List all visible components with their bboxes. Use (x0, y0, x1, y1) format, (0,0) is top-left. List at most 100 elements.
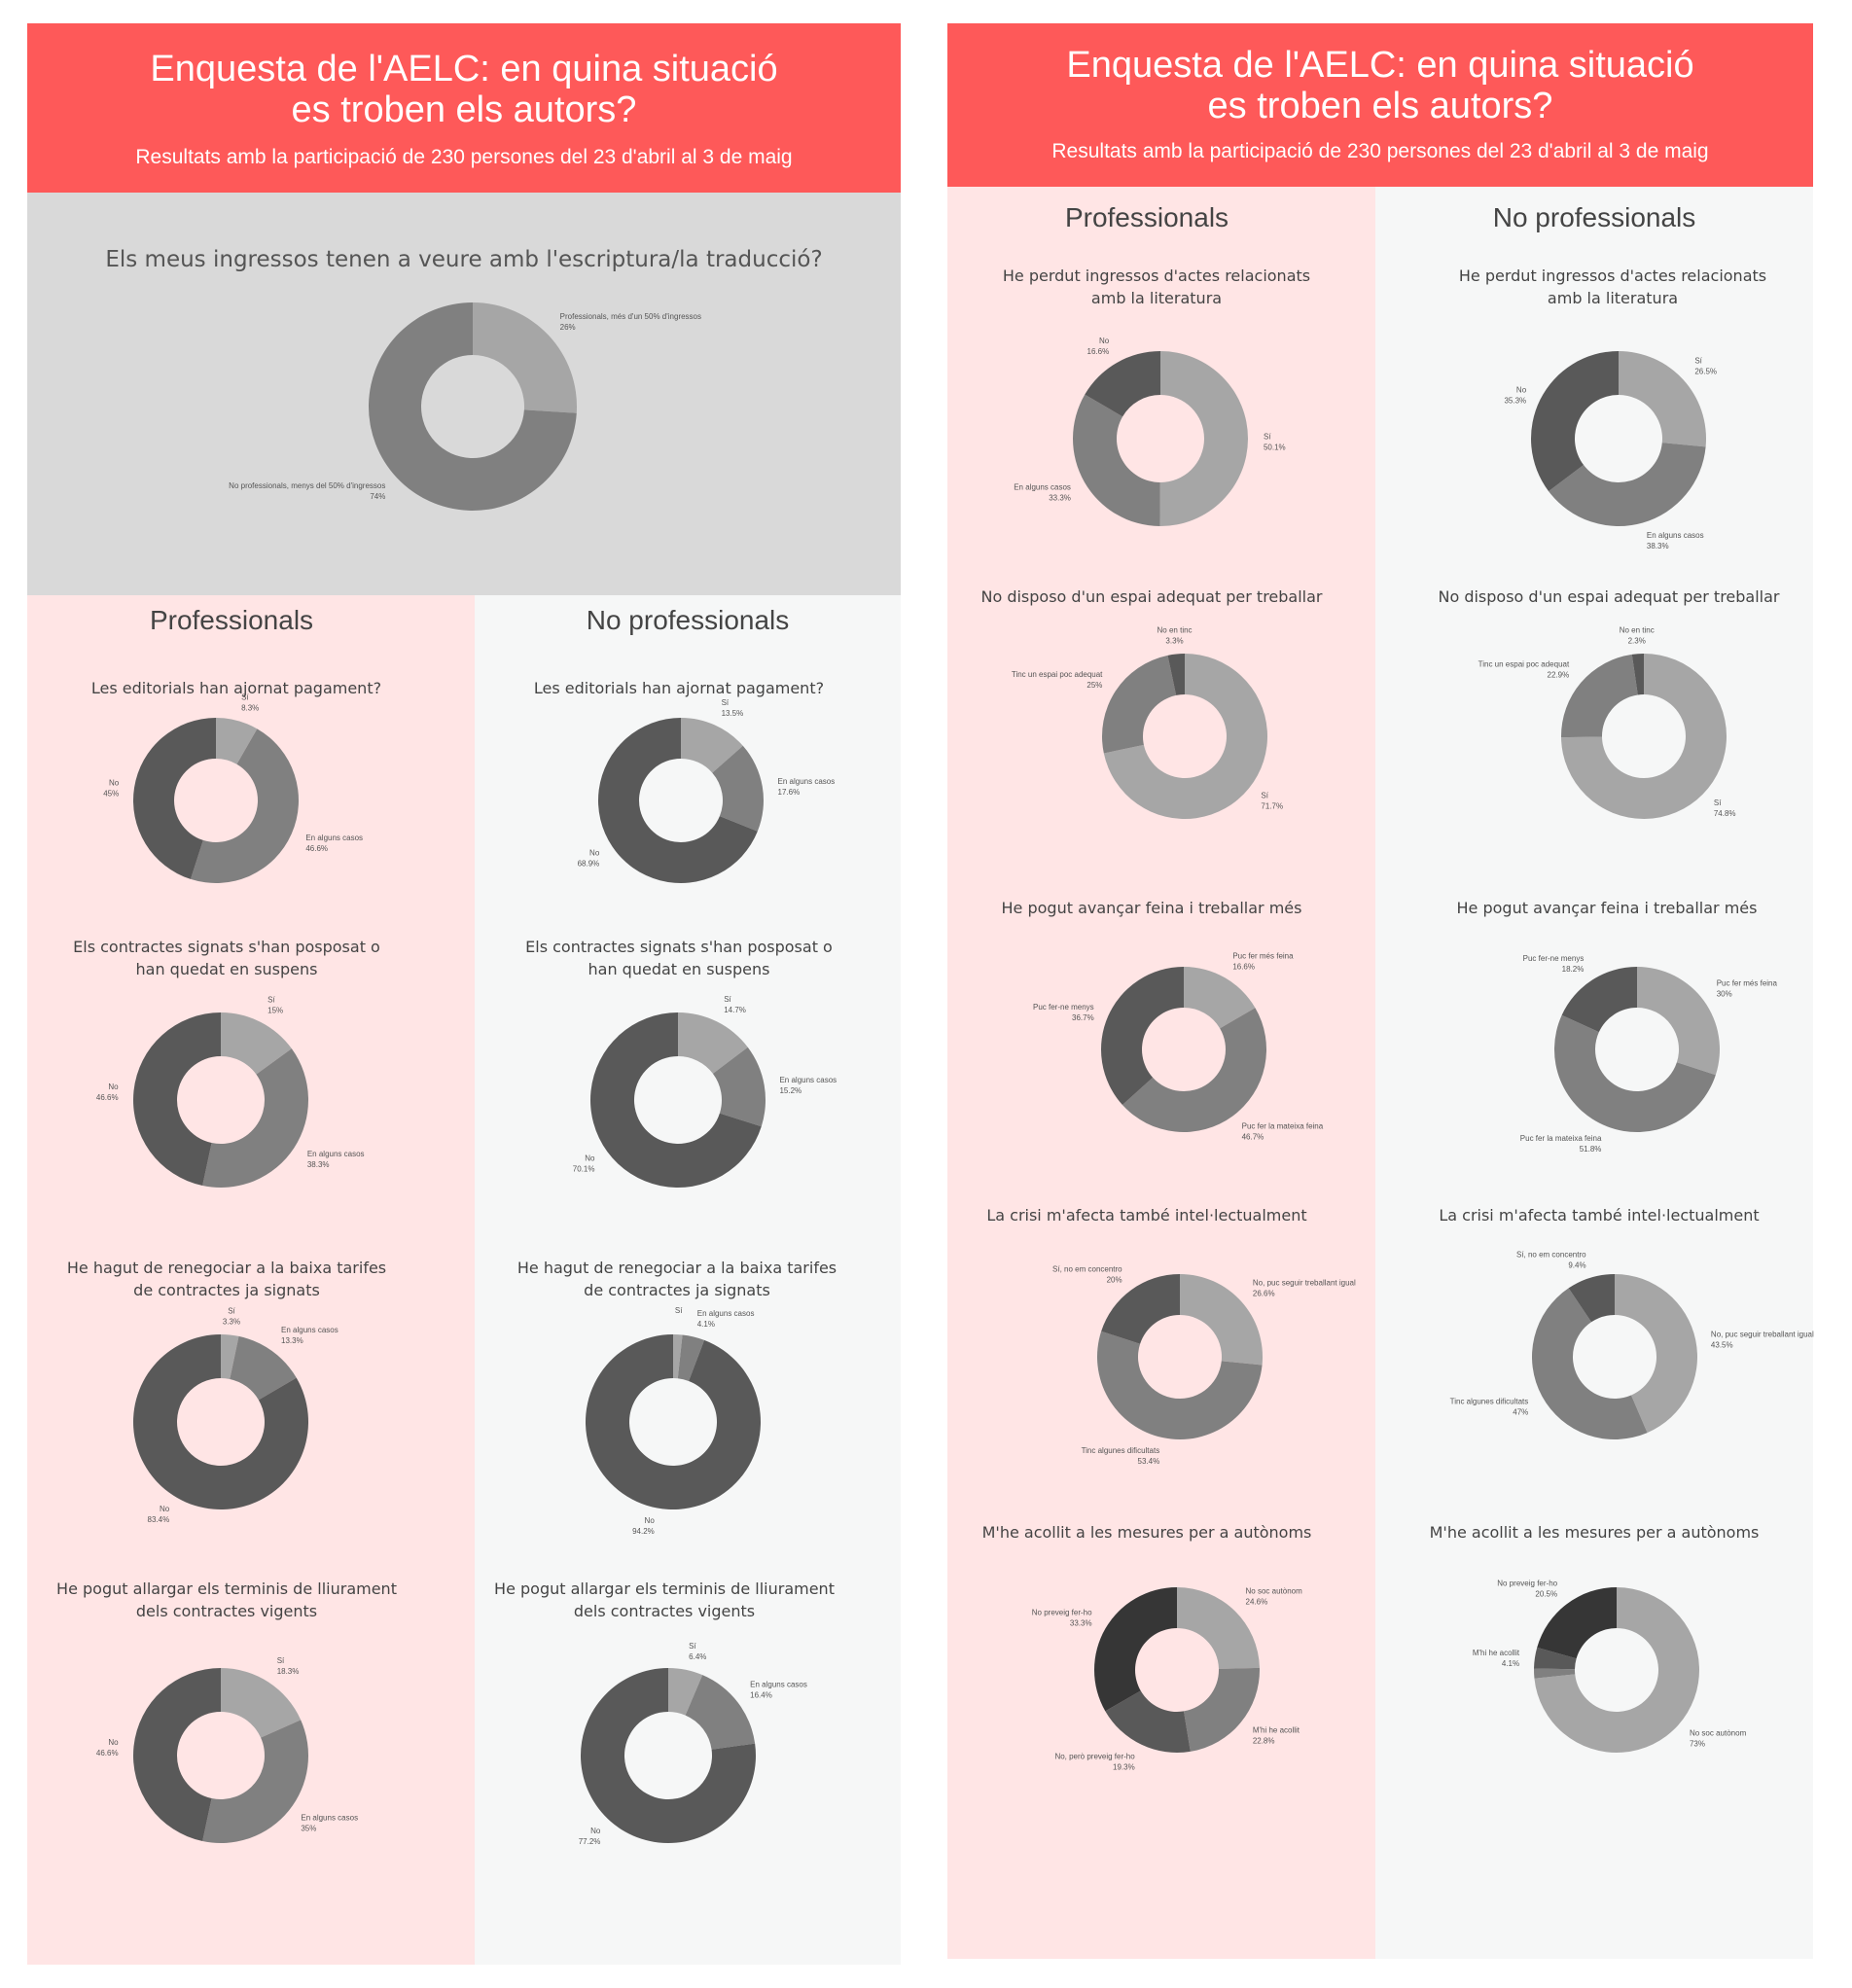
question-title: He pogut allargar els terminis de lliura… (56, 1580, 397, 1620)
question-title: Les editorials han ajornat pagament? (533, 679, 825, 697)
question-title: He perdut ingressos d'actes relacionats … (1458, 266, 1767, 307)
slice-si (221, 1334, 239, 1379)
right-no-professionals-title: No professionals (1492, 202, 1696, 232)
slice-label-si: Sí 74.8% (1714, 799, 1736, 818)
slice-label-si: Sí 6.4% (689, 1642, 706, 1661)
slice-label-tinc-un-espai-poc-adequat: Tinc un espai poc adequat 22.9% (1478, 659, 1570, 679)
slice-si (216, 718, 258, 764)
slice-tinc-algunes-dificultats (1097, 1331, 1263, 1439)
slice-label-no: No 70.1% (573, 1154, 595, 1174)
slice-label-si: Sí 13.5% (722, 698, 744, 718)
slice-puc-fer-ne-menys (1101, 967, 1184, 1106)
question-title: Les editorials han ajornat pagament? (90, 679, 382, 697)
slice-label-no: No 68.9% (578, 849, 600, 869)
slice-puc-fer-la-mateixa-feina (1554, 1014, 1716, 1132)
slice-label-no-soc-autonom: No soc autònom 24.6% (1246, 1587, 1303, 1607)
slice-en-alguns-casos (202, 1048, 308, 1188)
slice-no (581, 1668, 756, 1843)
donut-chart-r5n: No soc autònom 73% M'hi he acollit 4.1% No p… (1473, 1579, 1747, 1753)
slice-label-no-en-tinc: No en tinc 2.3% (1620, 625, 1655, 645)
slice-label-en-alguns-casos: En alguns casos 15.2% (779, 1076, 837, 1095)
slice-si (673, 1334, 683, 1379)
slice-label-en-alguns-casos: En alguns casos 33.3% (1014, 483, 1071, 503)
slice-no-puc-seguir-treballant-igual (1615, 1274, 1697, 1434)
slice-label-si: Sí 50.1% (1264, 432, 1286, 451)
slice-si (1159, 351, 1248, 526)
slice-label-si: Sí 8.3% (241, 692, 259, 712)
slice-no (133, 1334, 309, 1509)
slice-label-puc-fer-la-mateixa-feina: Puc fer la mateixa feina 46.7% (1242, 1122, 1324, 1142)
slice-en-alguns-casos (1073, 394, 1160, 526)
question-title: He pogut avançar feina i treballar més (1001, 899, 1302, 917)
slice-label-tinc-un-espai-poc-adequat: Tinc un espai poc adequat 25% (1012, 670, 1103, 690)
question-title: Els contractes signats s'han posposat o … (525, 938, 833, 978)
slice-label-no: No 46.6% (96, 1738, 119, 1757)
donut-chart-l1p: Sí 8.3% En alguns casos 46.6% No 45% (103, 692, 363, 883)
slice-no (590, 1012, 762, 1188)
slice-label-si: Sí 15% (267, 996, 283, 1015)
slice-label-puc-fer-ne-menys: Puc fer-ne menys 36.7% (1033, 1003, 1094, 1022)
slice-label-puc-fer-ne-menys: Puc fer-ne menys 18.2% (1523, 954, 1585, 974)
slice-no-professionals-menys-del-50-d-ingressos (369, 302, 577, 511)
donut-chart-r2p: Sí 71.7% Tinc un espai poc adequat 25% No en… (1012, 626, 1283, 819)
slice-si (221, 1668, 302, 1738)
slice-label-no-en-tinc: No en tinc 3.3% (1158, 626, 1193, 646)
slice-label-si-no-em-concentro: Sí, no em concentro 20% (1052, 1264, 1122, 1284)
slice-slice (1534, 1668, 1576, 1679)
donut-chart-l1n: Sí 13.5% En alguns casos 17.6% No 68.9% (578, 698, 836, 883)
donut-chart-r4n: No, puc seguir treballant igual 43.5% Tinc… (1450, 1250, 1814, 1439)
slice-si (668, 1668, 703, 1716)
slice-si (1619, 351, 1706, 447)
left-infographic: Enquesta de l'AELC: en quina situació es… (27, 23, 901, 1965)
slice-puc-fer-la-mateixa-feina (1122, 1008, 1266, 1132)
donut-chart-r2n: Sí 74.8% Tinc un espai poc adequat 22.9% No … (1478, 625, 1736, 819)
donut-chart-r3p: Puc fer més feina 16.6% Puc fer la mateixa… (1033, 951, 1324, 1142)
donut-chart-r1p: Sí 50.1% En alguns casos 33.3% No 16.6% (1014, 337, 1286, 526)
question-title: No disposo d'un espai adequat per trebal… (980, 587, 1323, 606)
slice-no (1531, 351, 1619, 492)
slice-label-no-professionals-menys-del-50-d-ingressos: No professionals, menys del 50% d'ingres… (229, 481, 385, 501)
left-no-professionals-column: No professionals (475, 595, 901, 1965)
slice-label-en-alguns-casos: En alguns casos 13.3% (281, 1326, 338, 1345)
slice-label-no-preveig-fer-ho: No preveig fer-ho 33.3% (1032, 1608, 1092, 1627)
slice-no-soc-autonom (1177, 1587, 1260, 1669)
slice-label-si: Sí 14.7% (724, 995, 746, 1014)
slice-no-soc-autonom (1534, 1587, 1699, 1753)
slice-label-en-alguns-casos: En alguns casos 4.1% (697, 1309, 755, 1329)
right-professionals-column: Professionals (947, 187, 1375, 1959)
slice-label-en-alguns-casos: En alguns casos 17.6% (778, 777, 836, 797)
donut-chart-r4p: No, puc seguir treballant igual 26.6% Tinc… (1052, 1264, 1356, 1466)
slice-no (133, 1668, 221, 1842)
right-header-title: Enquesta de l'AELC: en quina situació es… (1066, 45, 1694, 126)
overview-title: Els meus ingressos tenen a veure amb l'e… (105, 247, 823, 272)
slice-label-si: Sí 3.3% (223, 1307, 240, 1327)
slice-label-si-no-em-concentro: Sí, no em concentro 9.4% (1516, 1250, 1586, 1269)
slice-label-no-soc-autonom: No soc autònom 73% (1690, 1729, 1747, 1749)
question-title: He pogut avançar feina i treballar més (1456, 899, 1758, 917)
slice-professionals-mes-d-un-50-d-ingressos (473, 302, 577, 413)
slice-label-no-pero-preveig-fer-ho: No, però preveig fer-ho 19.3% (1054, 1752, 1135, 1771)
slice-en-alguns-casos (202, 1720, 309, 1843)
donut-chart-l3p: Sí 3.3% En alguns casos 13.3% No 83.4% (133, 1307, 338, 1524)
slice-no-puc-seguir-treballant-igual (1180, 1274, 1263, 1366)
slice-m-hi-he-acollit (1534, 1647, 1577, 1670)
slice-en-alguns-casos (1549, 443, 1706, 526)
slice-label-en-alguns-casos: En alguns casos 38.3% (1647, 531, 1704, 550)
slice-label-no-puc-seguir-treballant-igual: No, puc seguir treballant igual 26.6% (1253, 1278, 1356, 1297)
question-title: He hagut de renegociar a la baixa tarife… (66, 1259, 387, 1299)
donut-chart-r3n: Puc fer més feina 30% Puc fer la mateixa f… (1520, 954, 1778, 1154)
slice-label-m-hi-he-acollit: M'hi he acollit 22.8% (1253, 1725, 1300, 1745)
right-header-subtitle: Resultats amb la participació de 230 per… (1051, 140, 1709, 162)
slice-label-no: No 83.4% (148, 1505, 170, 1524)
overview-section: Els meus ingressos tenen a veure amb l'e… (27, 193, 901, 595)
donut-chart-l2p: Sí 15% En alguns casos 38.3% No 46.6% (96, 996, 365, 1188)
slice-no-preveig-fer-ho (1094, 1587, 1177, 1712)
right-infographic: Enquesta de l'AELC: en quina situació es… (947, 23, 1813, 1959)
question-title: M'he acollit a les mesures per a autònom… (981, 1523, 1312, 1542)
slice-no-preveig-fer-ho (1537, 1587, 1617, 1659)
slice-si (678, 1012, 748, 1074)
slice-si (1561, 654, 1727, 819)
donut-chart-overview: Professionals, més d'un 50% d'ingressos 2… (229, 302, 701, 511)
left-header: Enquesta de l'AELC: en quina situació es… (27, 23, 901, 193)
slice-label-no: No 16.6% (1087, 337, 1110, 356)
